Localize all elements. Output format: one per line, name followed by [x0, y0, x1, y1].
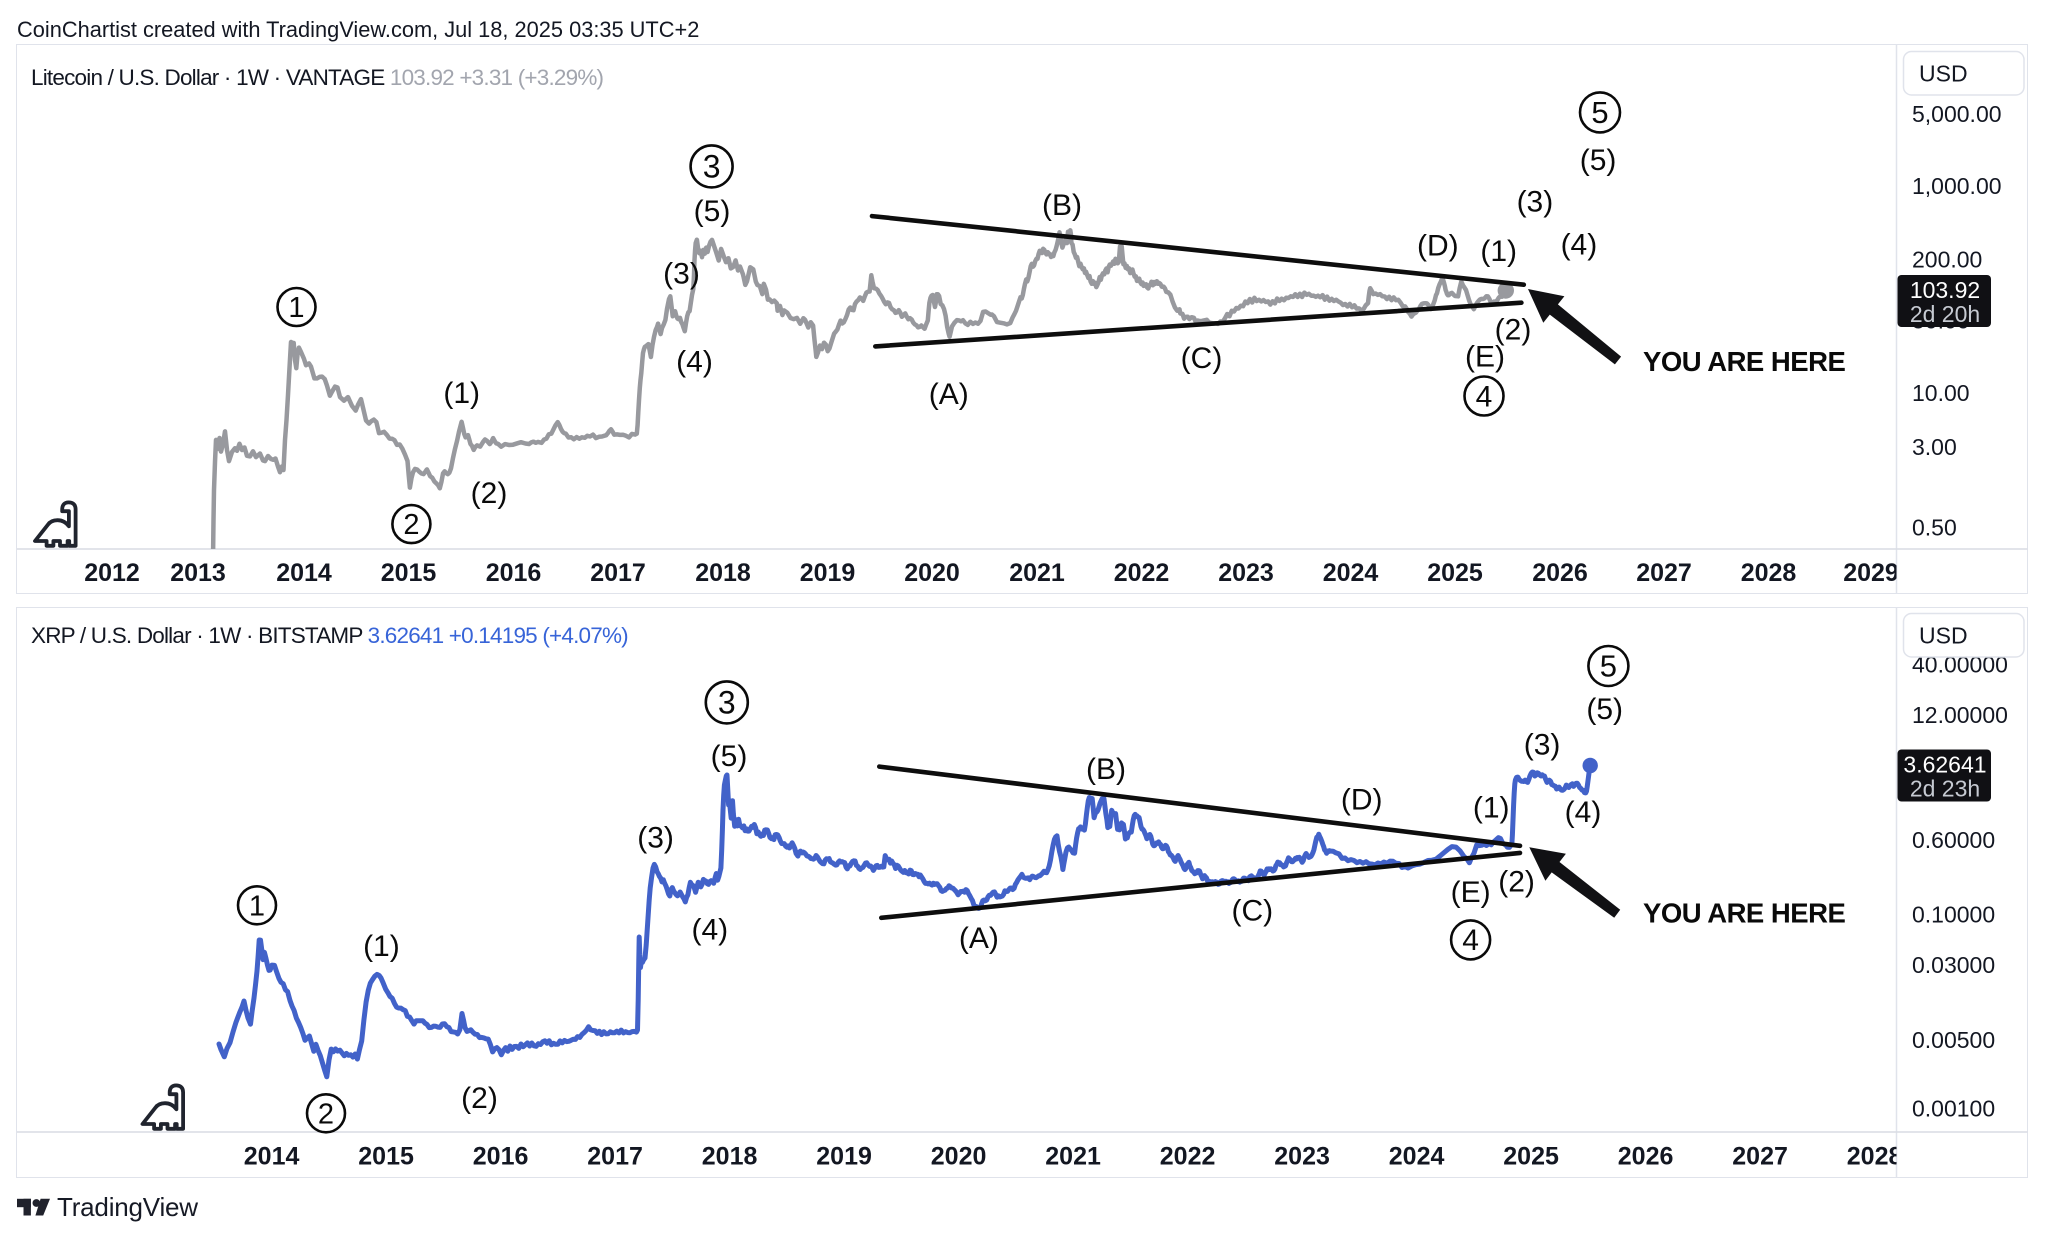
svg-text:2019: 2019	[816, 1143, 872, 1171]
svg-text:0.50: 0.50	[1912, 515, 1957, 541]
svg-text:2014: 2014	[244, 1143, 300, 1171]
svg-text:USD: USD	[1919, 623, 1968, 649]
svg-text:(4): (4)	[1565, 796, 1602, 829]
svg-text:0.03000: 0.03000	[1912, 952, 1995, 978]
svg-text:2027: 2027	[1732, 1143, 1788, 1171]
svg-text:2d 23h: 2d 23h	[1910, 775, 1980, 801]
svg-text:2022: 2022	[1114, 559, 1170, 587]
svg-text:2019: 2019	[800, 559, 856, 587]
svg-text:(5): (5)	[1580, 144, 1617, 177]
svg-text:2020: 2020	[931, 1143, 987, 1171]
svg-text:2015: 2015	[381, 559, 437, 587]
svg-text:3: 3	[718, 685, 736, 721]
svg-text:103.92: 103.92	[1910, 277, 1980, 303]
svg-text:2025: 2025	[1503, 1143, 1559, 1171]
svg-text:12.00000: 12.00000	[1912, 702, 2008, 728]
svg-text:(3): (3)	[637, 822, 674, 855]
svg-text:(2): (2)	[471, 477, 508, 510]
svg-text:(B): (B)	[1086, 753, 1126, 786]
svg-text:(5): (5)	[711, 740, 748, 773]
svg-text:10.00: 10.00	[1912, 380, 1970, 406]
svg-text:2016: 2016	[486, 559, 542, 587]
svg-text:(2): (2)	[461, 1082, 498, 1115]
svg-text:TradingView: TradingView	[57, 1192, 198, 1222]
svg-text:(D): (D)	[1417, 230, 1459, 263]
svg-text:2016: 2016	[473, 1143, 529, 1171]
svg-text:4: 4	[1462, 924, 1479, 957]
svg-text:(4): (4)	[1561, 228, 1598, 261]
svg-text:2026: 2026	[1618, 1143, 1674, 1171]
svg-text:(5): (5)	[1586, 693, 1623, 726]
svg-text:0.00500: 0.00500	[1912, 1027, 1995, 1053]
svg-text:5: 5	[1591, 95, 1608, 130]
svg-text:(1): (1)	[363, 930, 400, 963]
svg-text:1: 1	[288, 292, 304, 324]
svg-text:0.10000: 0.10000	[1912, 902, 1995, 928]
svg-text:(5): (5)	[694, 195, 731, 228]
svg-text:XRP / U.S. Dollar · 1W · BITST: XRP / U.S. Dollar · 1W · BITSTAMP 3.6264…	[31, 623, 628, 648]
svg-text:(2): (2)	[1498, 865, 1535, 898]
svg-text:5,000.00: 5,000.00	[1912, 101, 2002, 127]
svg-text:2015: 2015	[358, 1143, 414, 1171]
svg-text:(4): (4)	[676, 345, 713, 378]
svg-text:2020: 2020	[904, 559, 960, 587]
svg-text:(E): (E)	[1451, 876, 1491, 909]
svg-text:(3): (3)	[1524, 728, 1561, 761]
svg-text:2018: 2018	[702, 1143, 758, 1171]
svg-text:(B): (B)	[1042, 189, 1082, 222]
svg-text:YOU ARE HERE: YOU ARE HERE	[1643, 898, 1845, 929]
svg-text:CoinChartist created with Trad: CoinChartist created with TradingView.co…	[17, 17, 699, 42]
svg-text:5: 5	[1600, 649, 1617, 684]
svg-text:(3): (3)	[1517, 186, 1554, 219]
svg-text:2028: 2028	[1741, 559, 1797, 587]
svg-text:2017: 2017	[587, 1143, 643, 1171]
svg-text:4: 4	[1476, 380, 1493, 413]
svg-text:2: 2	[403, 509, 419, 541]
svg-text:2029: 2029	[1843, 559, 1899, 587]
svg-text:(C): (C)	[1181, 342, 1223, 375]
svg-text:(A): (A)	[959, 922, 999, 955]
svg-text:2d 20h: 2d 20h	[1910, 301, 1980, 327]
svg-text:2023: 2023	[1274, 1143, 1330, 1171]
svg-text:(1): (1)	[1473, 791, 1510, 824]
svg-text:(3): (3)	[663, 257, 700, 290]
svg-text:2026: 2026	[1532, 559, 1588, 587]
svg-text:200.00: 200.00	[1912, 247, 1982, 273]
svg-text:(1): (1)	[443, 377, 480, 410]
svg-text:3.00: 3.00	[1912, 434, 1957, 460]
svg-text:2025: 2025	[1427, 559, 1483, 587]
svg-text:2023: 2023	[1218, 559, 1274, 587]
svg-text:2021: 2021	[1045, 1143, 1101, 1171]
svg-text:2021: 2021	[1009, 559, 1065, 587]
svg-text:2022: 2022	[1160, 1143, 1216, 1171]
svg-text:(4): (4)	[691, 913, 728, 946]
svg-text:(1): (1)	[1480, 235, 1517, 268]
svg-text:(D): (D)	[1341, 783, 1383, 816]
svg-text:(A): (A)	[929, 378, 969, 411]
svg-text:YOU ARE HERE: YOU ARE HERE	[1643, 346, 1845, 377]
svg-text:2017: 2017	[590, 559, 646, 587]
svg-text:2012: 2012	[84, 559, 140, 587]
svg-text:2028: 2028	[1847, 1143, 1903, 1171]
svg-text:2027: 2027	[1636, 559, 1692, 587]
svg-text:2024: 2024	[1389, 1143, 1445, 1171]
svg-text:1: 1	[249, 890, 265, 922]
svg-text:(2): (2)	[1495, 313, 1532, 346]
svg-text:2024: 2024	[1323, 559, 1379, 587]
svg-text:0.00100: 0.00100	[1912, 1096, 1995, 1122]
svg-text:0.60000: 0.60000	[1912, 827, 1995, 853]
svg-text:2014: 2014	[276, 559, 332, 587]
svg-text:1,000.00: 1,000.00	[1912, 173, 2002, 199]
svg-text:2013: 2013	[170, 559, 226, 587]
svg-text:(C): (C)	[1231, 895, 1273, 928]
svg-text:2018: 2018	[695, 559, 751, 587]
svg-text:USD: USD	[1919, 61, 1968, 87]
svg-text:(E): (E)	[1465, 340, 1505, 373]
svg-text:2: 2	[318, 1098, 334, 1130]
svg-text:Litecoin / U.S. Dollar · 1W ·: Litecoin / U.S. Dollar · 1W · VANTAGE 10…	[31, 65, 604, 90]
svg-text:3: 3	[703, 149, 721, 185]
svg-text:3.62641: 3.62641	[1903, 751, 1986, 777]
